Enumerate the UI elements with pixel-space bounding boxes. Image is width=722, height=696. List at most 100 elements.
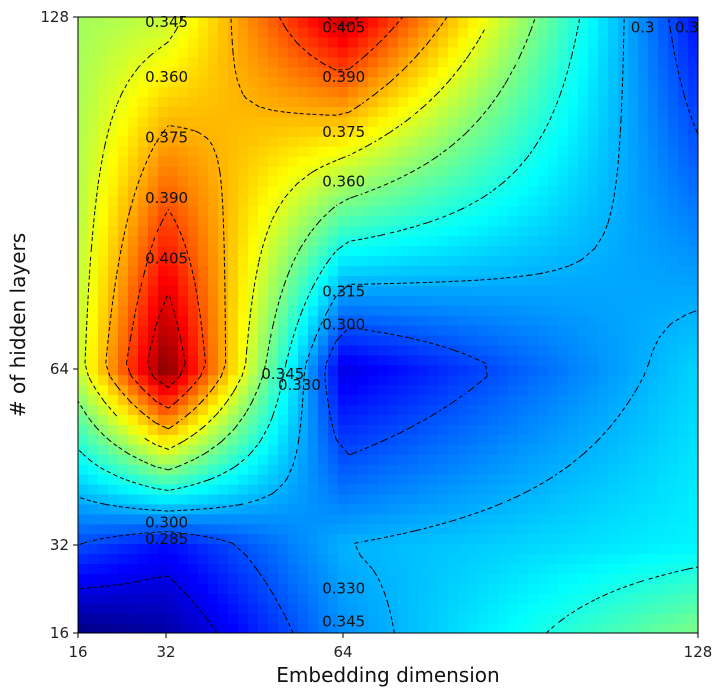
- heat-cell: [238, 305, 249, 316]
- heat-cell: [648, 225, 659, 237]
- heat-cell: [328, 285, 339, 296]
- heat-cell: [428, 195, 439, 207]
- heat-cell: [608, 603, 619, 614]
- heat-cell: [88, 364, 99, 376]
- heat-cell: [598, 195, 609, 207]
- heat-cell: [458, 305, 469, 316]
- heat-cell: [558, 523, 569, 535]
- heat-cell: [98, 225, 109, 237]
- heat-cell: [448, 603, 459, 614]
- heat-cell: [618, 17, 629, 28]
- heat-cell: [348, 295, 359, 306]
- heat-cell: [548, 334, 559, 346]
- heat-cell: [378, 474, 389, 485]
- x-tick-label: 16: [68, 643, 87, 661]
- heat-cell: [248, 434, 259, 445]
- heat-cell: [268, 166, 279, 177]
- heat-cell: [578, 503, 589, 515]
- heat-cell: [658, 623, 669, 633]
- heat-cell: [648, 146, 659, 157]
- heat-cell: [488, 374, 499, 386]
- heat-cell: [188, 374, 199, 386]
- heat-cell: [658, 334, 669, 346]
- heat-cell: [308, 444, 319, 455]
- heat-cell: [498, 513, 509, 525]
- heat-cell: [428, 265, 439, 276]
- heat-cell: [528, 593, 539, 604]
- heat-cell: [98, 255, 109, 266]
- heat-cell: [498, 593, 509, 604]
- heat-cell: [438, 205, 449, 217]
- heat-cell: [218, 424, 229, 435]
- heat-cell: [668, 56, 679, 68]
- heat-cell: [678, 444, 689, 455]
- heat-cell: [98, 156, 109, 167]
- heat-cell: [208, 205, 219, 217]
- heat-cell: [388, 295, 399, 306]
- heat-cell: [498, 245, 509, 257]
- heat-cell: [328, 613, 339, 624]
- heat-cell: [678, 17, 689, 28]
- heat-cell: [308, 583, 319, 594]
- heat-cell: [498, 543, 509, 555]
- heat-cell: [78, 533, 89, 545]
- heat-cell: [448, 166, 459, 177]
- heat-cell: [328, 126, 339, 137]
- heat-cell: [78, 295, 89, 306]
- heat-cell: [568, 354, 579, 366]
- heat-cell: [648, 334, 659, 346]
- heat-cell: [368, 185, 379, 197]
- heat-cell: [388, 573, 399, 584]
- heat-cell: [258, 414, 269, 425]
- heat-cell: [608, 106, 619, 117]
- heat-cell: [88, 195, 99, 207]
- heat-cell: [278, 474, 289, 485]
- heat-cell: [568, 553, 579, 565]
- heat-cell: [108, 533, 119, 545]
- heat-cell: [578, 344, 589, 356]
- heat-cell: [638, 533, 649, 545]
- heat-cell: [178, 493, 189, 505]
- heat-cell: [248, 166, 259, 177]
- heat-cell: [418, 325, 429, 336]
- heat-cell: [358, 334, 369, 346]
- heat-cell: [538, 374, 549, 386]
- heat-cell: [328, 394, 339, 406]
- heat-cell: [298, 523, 309, 535]
- heat-cell: [128, 523, 139, 535]
- heat-cell: [388, 553, 399, 565]
- heat-cell: [518, 434, 529, 445]
- heat-cell: [88, 26, 99, 38]
- heat-cell: [418, 354, 429, 366]
- heat-cell: [498, 295, 509, 306]
- heat-cell: [688, 533, 698, 545]
- heat-cell: [108, 374, 119, 386]
- heat-cell: [498, 235, 509, 247]
- heat-cell: [408, 483, 419, 495]
- heat-cell: [418, 26, 429, 38]
- heat-cell: [418, 225, 429, 237]
- heat-cell: [538, 334, 549, 346]
- heat-cell: [138, 66, 149, 78]
- heat-cell: [418, 523, 429, 535]
- contour-label: 0.300: [322, 316, 365, 334]
- heat-cell: [198, 424, 209, 435]
- heat-cell: [458, 404, 469, 416]
- heat-cell: [238, 553, 249, 565]
- heat-cell: [678, 185, 689, 197]
- heat-cell: [608, 493, 619, 505]
- heat-cell: [168, 275, 179, 286]
- heat-cell: [168, 424, 179, 435]
- heat-cell: [268, 265, 279, 276]
- heat-cell: [658, 205, 669, 217]
- heat-cell: [418, 613, 429, 624]
- heat-cell: [428, 563, 439, 574]
- heat-cell: [208, 285, 219, 296]
- heat-cell: [618, 106, 629, 117]
- heat-cell: [378, 334, 389, 346]
- heat-cell: [328, 46, 339, 58]
- heat-cell: [278, 66, 289, 78]
- heat-cell: [138, 414, 149, 425]
- heat-cell: [288, 325, 299, 336]
- heat-cell: [648, 573, 659, 584]
